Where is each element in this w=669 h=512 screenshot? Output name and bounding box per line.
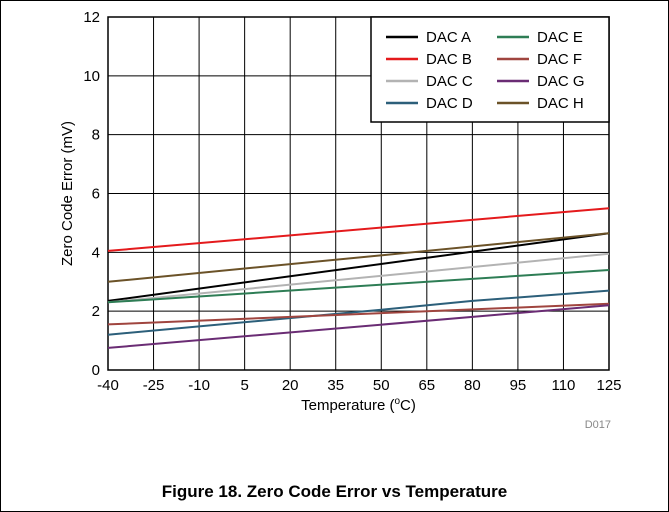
x-tick-label: 80 [464, 377, 481, 394]
x-tick-label: 35 [327, 377, 344, 394]
x-tick-label: 65 [418, 377, 435, 394]
legend-box [370, 16, 610, 123]
x-tick-label: 125 [596, 377, 621, 394]
series-line-dac-f [107, 302, 610, 326]
x-axis-label: Temperature (oC) [301, 396, 416, 414]
legend-label: DAC A [426, 29, 471, 46]
series-line-dac-e [107, 269, 610, 304]
x-tick-label: -10 [188, 377, 210, 394]
legend-label: DAC C [426, 73, 473, 90]
series-line-dac-c [107, 252, 610, 304]
y-tick-label: 2 [92, 303, 100, 320]
figure-caption: Figure 18. Zero Code Error vs Temperatur… [161, 482, 508, 501]
legend-label: DAC G [537, 73, 585, 90]
x-tick-label: -40 [97, 377, 119, 394]
y-tick-label: 10 [83, 68, 100, 85]
series-line-dac-d [107, 289, 610, 336]
x-tick-label: 110 [551, 377, 575, 394]
x-tick-label: -25 [143, 377, 165, 394]
x-tick-label: 95 [510, 377, 527, 394]
series-line-dac-h [107, 232, 610, 283]
y-tick-label: 8 [92, 127, 100, 144]
figure-code: D017 [585, 419, 611, 431]
legend-label: DAC B [426, 51, 472, 68]
legend-label: DAC H [537, 95, 584, 112]
series-line-dac-b [107, 207, 610, 252]
x-tick-label: 5 [240, 377, 248, 394]
y-tick-label: 12 [83, 9, 100, 26]
x-tick-label: 20 [282, 377, 299, 394]
y-tick-label: 0 [92, 362, 100, 379]
legend-label: DAC E [537, 29, 583, 46]
x-tick-label: 50 [373, 377, 390, 394]
y-tick-label: 4 [92, 244, 100, 261]
legend-label: DAC D [426, 95, 473, 112]
series-line-dac-a [107, 232, 610, 302]
legend-label: DAC F [537, 51, 582, 68]
series-line-dac-g [107, 304, 610, 349]
y-axis-label: Zero Code Error (mV) [59, 121, 76, 266]
plot-border [107, 16, 610, 371]
y-tick-label: 6 [92, 186, 100, 203]
